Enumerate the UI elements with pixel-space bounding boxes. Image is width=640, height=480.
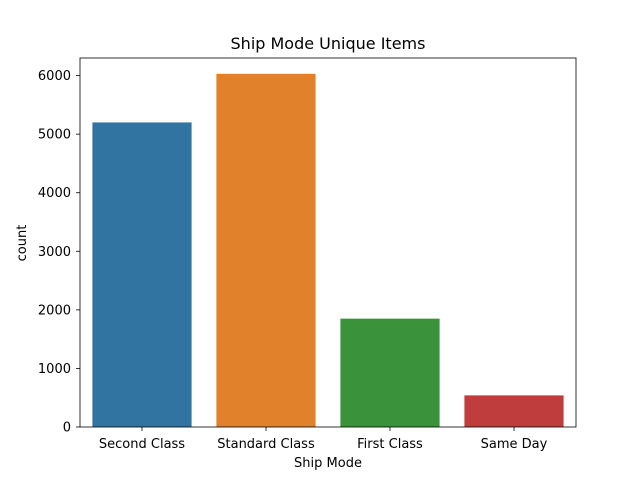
x-tick-label: Same Day: [481, 437, 548, 452]
x-axis: Second Class Standard Class First Class Sam…: [99, 427, 548, 452]
y-tick-label: 0: [63, 421, 71, 436]
bar-standard-class: [216, 73, 316, 428]
y-axis: 0 1000 2000 3000 4000 5000 6000: [38, 69, 80, 436]
x-tick-label: Second Class: [99, 437, 185, 452]
y-tick-label: 4000: [38, 186, 71, 201]
bars-group: [92, 73, 564, 428]
y-tick-label: 5000: [38, 128, 71, 143]
y-tick-label: 2000: [38, 303, 71, 318]
x-axis-label: Ship Mode: [294, 456, 362, 471]
plot-frame: [79, 57, 577, 428]
bar-same-day: [464, 395, 564, 427]
x-tick-label: Standard Class: [217, 437, 315, 452]
y-tick-label: 1000: [38, 362, 71, 377]
chart-title: Ship Mode Unique Items: [231, 34, 426, 53]
bar-second-class: [92, 122, 192, 427]
x-tick-label: First Class: [357, 437, 423, 452]
bar-first-class: [340, 318, 440, 427]
y-tick-label: 3000: [38, 245, 71, 260]
y-tick-label: 6000: [38, 69, 71, 84]
y-axis-label: count: [15, 225, 30, 262]
